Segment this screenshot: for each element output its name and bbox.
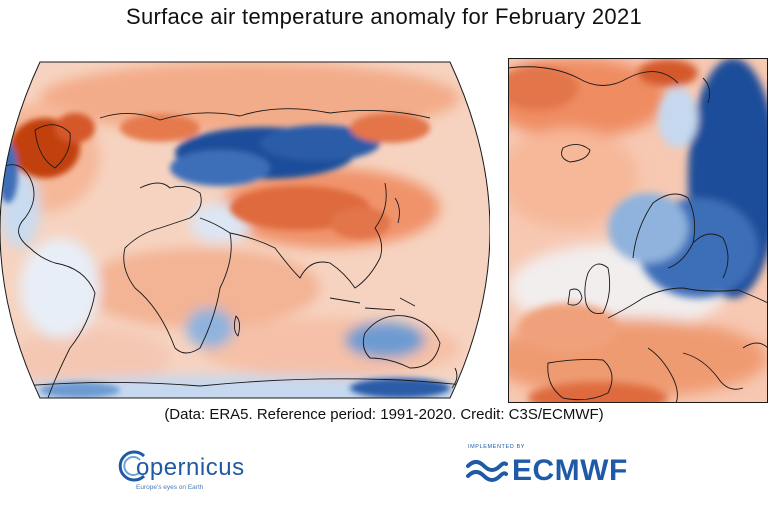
ecmwf-wordmark: ECMWF <box>512 454 628 487</box>
world-anomaly-map <box>0 61 490 399</box>
ecmwf-top-line: IMPLEMENTED BY <box>468 444 525 450</box>
ecmwf-wave-icon <box>466 460 508 482</box>
copernicus-tagline: Europe's eyes on Earth <box>136 484 204 491</box>
page-title: Surface air temperature anomaly for Febr… <box>125 4 643 29</box>
copernicus-wordmark: opernicus <box>136 454 245 481</box>
caption: (Data: ERA5. Reference period: 1991-2020… <box>164 406 604 423</box>
ecmwf-logo: IMPLEMENTED BY ECMWF <box>462 444 642 494</box>
copernicus-logo: opernicus Europe's eyes on Earth <box>112 440 252 500</box>
copernicus-ring-icon <box>118 450 146 482</box>
europe-anomaly-map <box>508 58 768 403</box>
